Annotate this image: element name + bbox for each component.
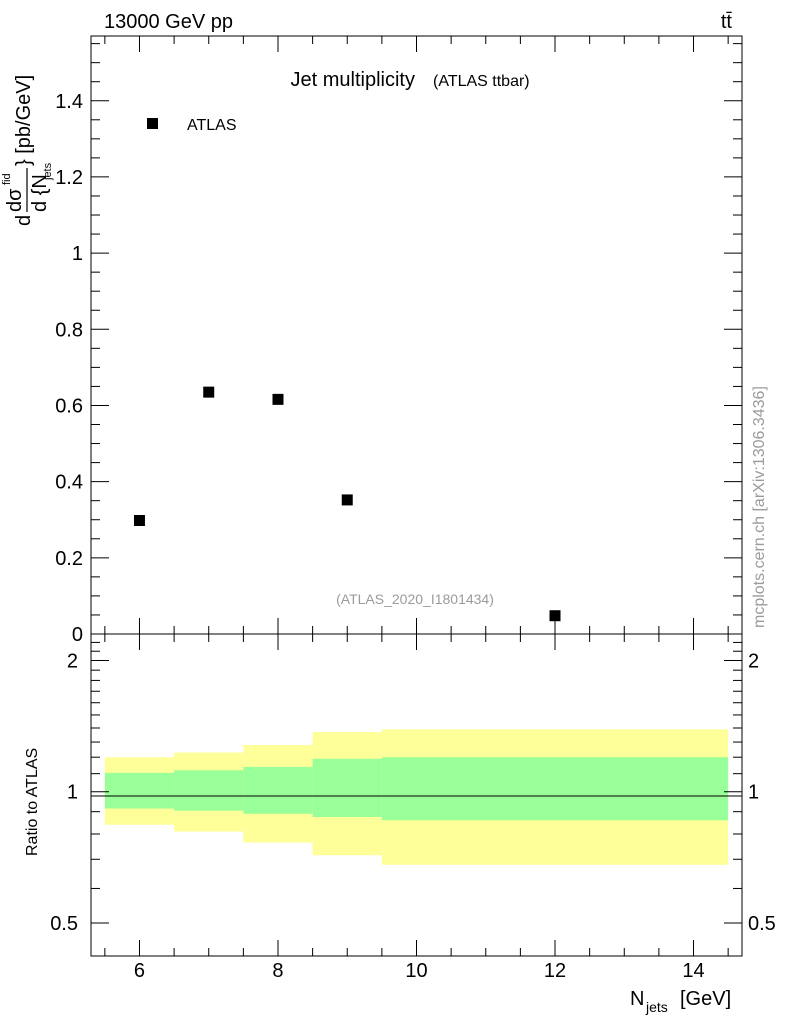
svg-text:} [pb/GeV]: } [pb/GeV] [13, 75, 35, 166]
legend-label: ATLAS [187, 117, 237, 134]
svg-text:[GeV]: [GeV] [680, 988, 731, 1010]
svg-text:jets: jets [645, 999, 668, 1015]
ratio-bands [104, 729, 729, 865]
y-tick-label: 1.2 [55, 167, 83, 189]
ratio-band-inner-4 [381, 757, 729, 821]
data-point [272, 393, 284, 405]
plot-title-main: Jet multiplicity [291, 69, 415, 91]
legend-marker [147, 118, 158, 129]
x-tick-label: 8 [272, 960, 283, 982]
axis-tick-labels: 00.20.40.60.811.21.46 8 10 12 140.5 0.51 12 2 [50, 91, 776, 982]
analysis-label: (ATLAS_2020_I1801434) [336, 591, 494, 607]
svg-text:jets: jets [42, 162, 54, 181]
y-tick-label: 0 [72, 624, 83, 646]
energy-label: 13000 GeV pp [104, 11, 233, 33]
x-tick-label: 10 [405, 960, 427, 982]
y-axis-label: d dσ fid d {N jets } [pb/GeV] [1, 75, 54, 226]
svg-text:N: N [630, 988, 644, 1010]
ratio-y-tick-label: 1 [67, 782, 78, 804]
x-tick-label: 6 [134, 960, 145, 982]
side-label: mcplots.cern.ch [arXiv:1306.3436] [751, 386, 768, 628]
svg-text:d: d [13, 215, 35, 226]
y-tick-label: 1 [72, 243, 83, 265]
axis-ticks [91, 36, 742, 956]
x-tick-label: 14 [682, 960, 704, 982]
y-tick-label: 0.2 [55, 548, 83, 570]
x-tick-label: 12 [544, 960, 566, 982]
data-point [203, 386, 215, 398]
plot-subtitle: (ATLAS ttbar) [433, 73, 530, 90]
ratio-band-inner-3 [312, 758, 382, 818]
y-tick-label: 1.4 [55, 91, 83, 113]
ratio-y-tick-label: 0.5 [50, 913, 78, 935]
svg-text:dσ: dσ [4, 188, 26, 212]
svg-text:fid: fid [1, 173, 13, 185]
ratio-y-tick-label-right: 2 [748, 650, 759, 672]
data-point [549, 610, 561, 622]
svg-text:d {N: d {N [29, 174, 51, 212]
ratio-band-inner-0 [104, 772, 175, 809]
ratio-axis-label: Ratio to ATLAS [24, 748, 41, 856]
data-markers [133, 386, 561, 622]
y-tick-label: 0.6 [55, 395, 83, 417]
ratio-band-inner-2 [243, 766, 313, 814]
data-point [133, 514, 145, 526]
ratio-y-tick-label-right: 0.5 [748, 913, 776, 935]
ratio-y-tick-label: 2 [67, 650, 78, 672]
y-tick-label: 0.4 [55, 472, 83, 494]
plot-title: Jet multiplicity [291, 69, 415, 91]
process-label: tt̄ [721, 11, 733, 33]
data-point [341, 494, 353, 506]
ratio-band-inner-1 [174, 770, 244, 811]
y-tick-label: 0.8 [55, 319, 83, 341]
ratio-y-tick-label-right: 1 [748, 782, 759, 804]
x-axis-label: N jets [GeV] [630, 988, 731, 1015]
